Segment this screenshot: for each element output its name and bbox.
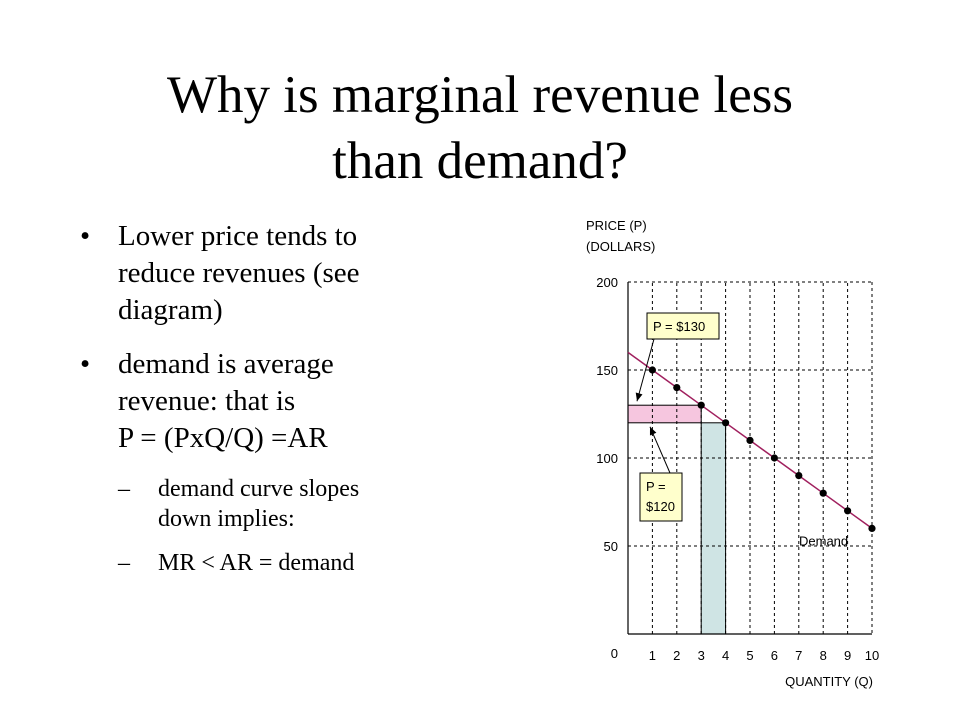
- x-tick-label: 7: [795, 648, 802, 663]
- sub-bullet-item: – demand curve slopes down implies:: [80, 474, 440, 534]
- title-line-2: than demand?: [332, 132, 628, 190]
- y-tick-label: 50: [604, 539, 618, 554]
- price-callout-box: [646, 312, 720, 340]
- x-tick-label: 1: [649, 648, 656, 663]
- callout-arrowhead-icon: [635, 392, 643, 402]
- bullet-line: reduce revenues (see: [118, 257, 360, 289]
- title-line-1: Why is marginal revenue less: [166, 66, 793, 124]
- demand-point: [697, 401, 705, 409]
- quantity-gain-region: [700, 422, 727, 635]
- demand-point: [868, 524, 876, 533]
- x-axis-title: QUANTITY (Q): [785, 674, 873, 689]
- demand-series-label: Demand: [799, 533, 848, 548]
- demand-point: [844, 507, 852, 515]
- bullet-item: • demand is average revenue: that is P =…: [80, 346, 440, 457]
- sub-bullet-line: MR < AR = demand: [158, 550, 355, 576]
- x-tick-label: 4: [722, 648, 729, 663]
- bullet-line: Lower price tends to: [118, 220, 358, 252]
- y-tick-label: 100: [596, 451, 618, 466]
- y-tick-label: 150: [596, 363, 618, 378]
- callout-arrowhead-icon: [649, 426, 657, 436]
- demand-point: [648, 366, 657, 374]
- bullet-list: • Lower price tends to reduce revenues (…: [80, 218, 440, 578]
- bullet-line: demand is average: [118, 348, 334, 380]
- x-tick-label: 3: [698, 648, 705, 663]
- demand-point: [770, 454, 779, 462]
- bullet-line: P = (PxQ/Q) =AR: [118, 422, 328, 454]
- x-tick-label: 9: [844, 648, 851, 663]
- sub-bullet-item: – MR < AR = demand: [80, 548, 440, 578]
- bullet-line: diagram): [118, 294, 223, 326]
- origin-label: 0: [611, 646, 618, 661]
- x-tick-label: 6: [771, 648, 778, 663]
- x-tick-label: 2: [673, 648, 680, 663]
- demand-point: [722, 419, 730, 427]
- demand-point: [795, 472, 803, 480]
- y-tick-label: 200: [596, 275, 618, 290]
- callout-arrow-line: [636, 338, 655, 402]
- callout-arrow-line: [649, 426, 671, 474]
- demand-point: [819, 489, 827, 497]
- sub-bullet-line: demand curve slopes: [158, 476, 360, 502]
- bullet-dot-icon: •: [80, 348, 91, 380]
- price-callout-box: [639, 472, 683, 522]
- x-tick-label: 8: [820, 648, 827, 663]
- dash-icon: –: [118, 476, 130, 502]
- x-tick-label: 5: [746, 648, 753, 663]
- demand-point: [746, 436, 754, 444]
- y-axis-title: (DOLLARS): [586, 239, 655, 254]
- demand-point: [673, 384, 681, 392]
- callout-label: P =: [646, 479, 666, 494]
- callout-label: P = $130: [653, 319, 705, 334]
- bullet-line: revenue: that is: [118, 385, 296, 417]
- price-loss-region: [627, 404, 702, 424]
- bullet-dot-icon: •: [80, 220, 91, 252]
- slide-title: Why is marginal revenue less than demand…: [0, 62, 960, 194]
- callout-label: $120: [646, 499, 675, 514]
- dash-icon: –: [118, 550, 130, 576]
- y-axis-title: PRICE (P): [586, 218, 647, 233]
- sub-bullet-line: down implies:: [158, 506, 295, 532]
- x-tick-label: 10: [865, 648, 879, 663]
- bullet-item: • Lower price tends to reduce revenues (…: [80, 218, 440, 329]
